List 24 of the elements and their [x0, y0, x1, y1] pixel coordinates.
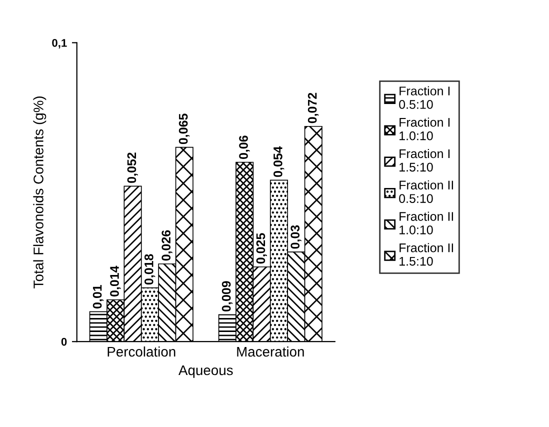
- data-label: 0,03: [290, 225, 302, 249]
- y-tick-label: 0,1: [52, 38, 67, 48]
- legend-label: Fraction I 0.5:10: [399, 86, 450, 109]
- x-axis-title: Aqueous: [178, 365, 233, 378]
- data-label: 0,025: [256, 233, 267, 264]
- data-label: 0,026: [162, 230, 172, 261]
- legend-label: Fraction II 1.0:10: [400, 212, 454, 234]
- data-label: 0,065: [178, 114, 190, 144]
- data-label: 0,054: [273, 146, 284, 177]
- legend-label: Fraction I 1.5:10: [400, 148, 450, 172]
- legend-label: Fraction II 1.5:10: [400, 243, 454, 266]
- x-tick-label: Maceration: [237, 346, 304, 357]
- legend-label: Fraction II 0.5:10: [399, 180, 454, 203]
- data-label: 0,06: [239, 136, 250, 159]
- x-tick-label: Percolation: [108, 346, 176, 357]
- data-label: 0,052: [127, 152, 138, 183]
- data-label: 0,01: [92, 284, 104, 308]
- y-tick-label: 0: [61, 338, 67, 346]
- legend-label: Fraction I 1.0:10: [400, 118, 450, 140]
- data-label: 0,018: [144, 254, 156, 285]
- y-axis-title: Total Flavonoids Contents (g%): [33, 96, 46, 288]
- data-label: 0,009: [222, 281, 233, 312]
- data-label: 0,014: [110, 266, 121, 296]
- data-label: 0,072: [308, 92, 319, 124]
